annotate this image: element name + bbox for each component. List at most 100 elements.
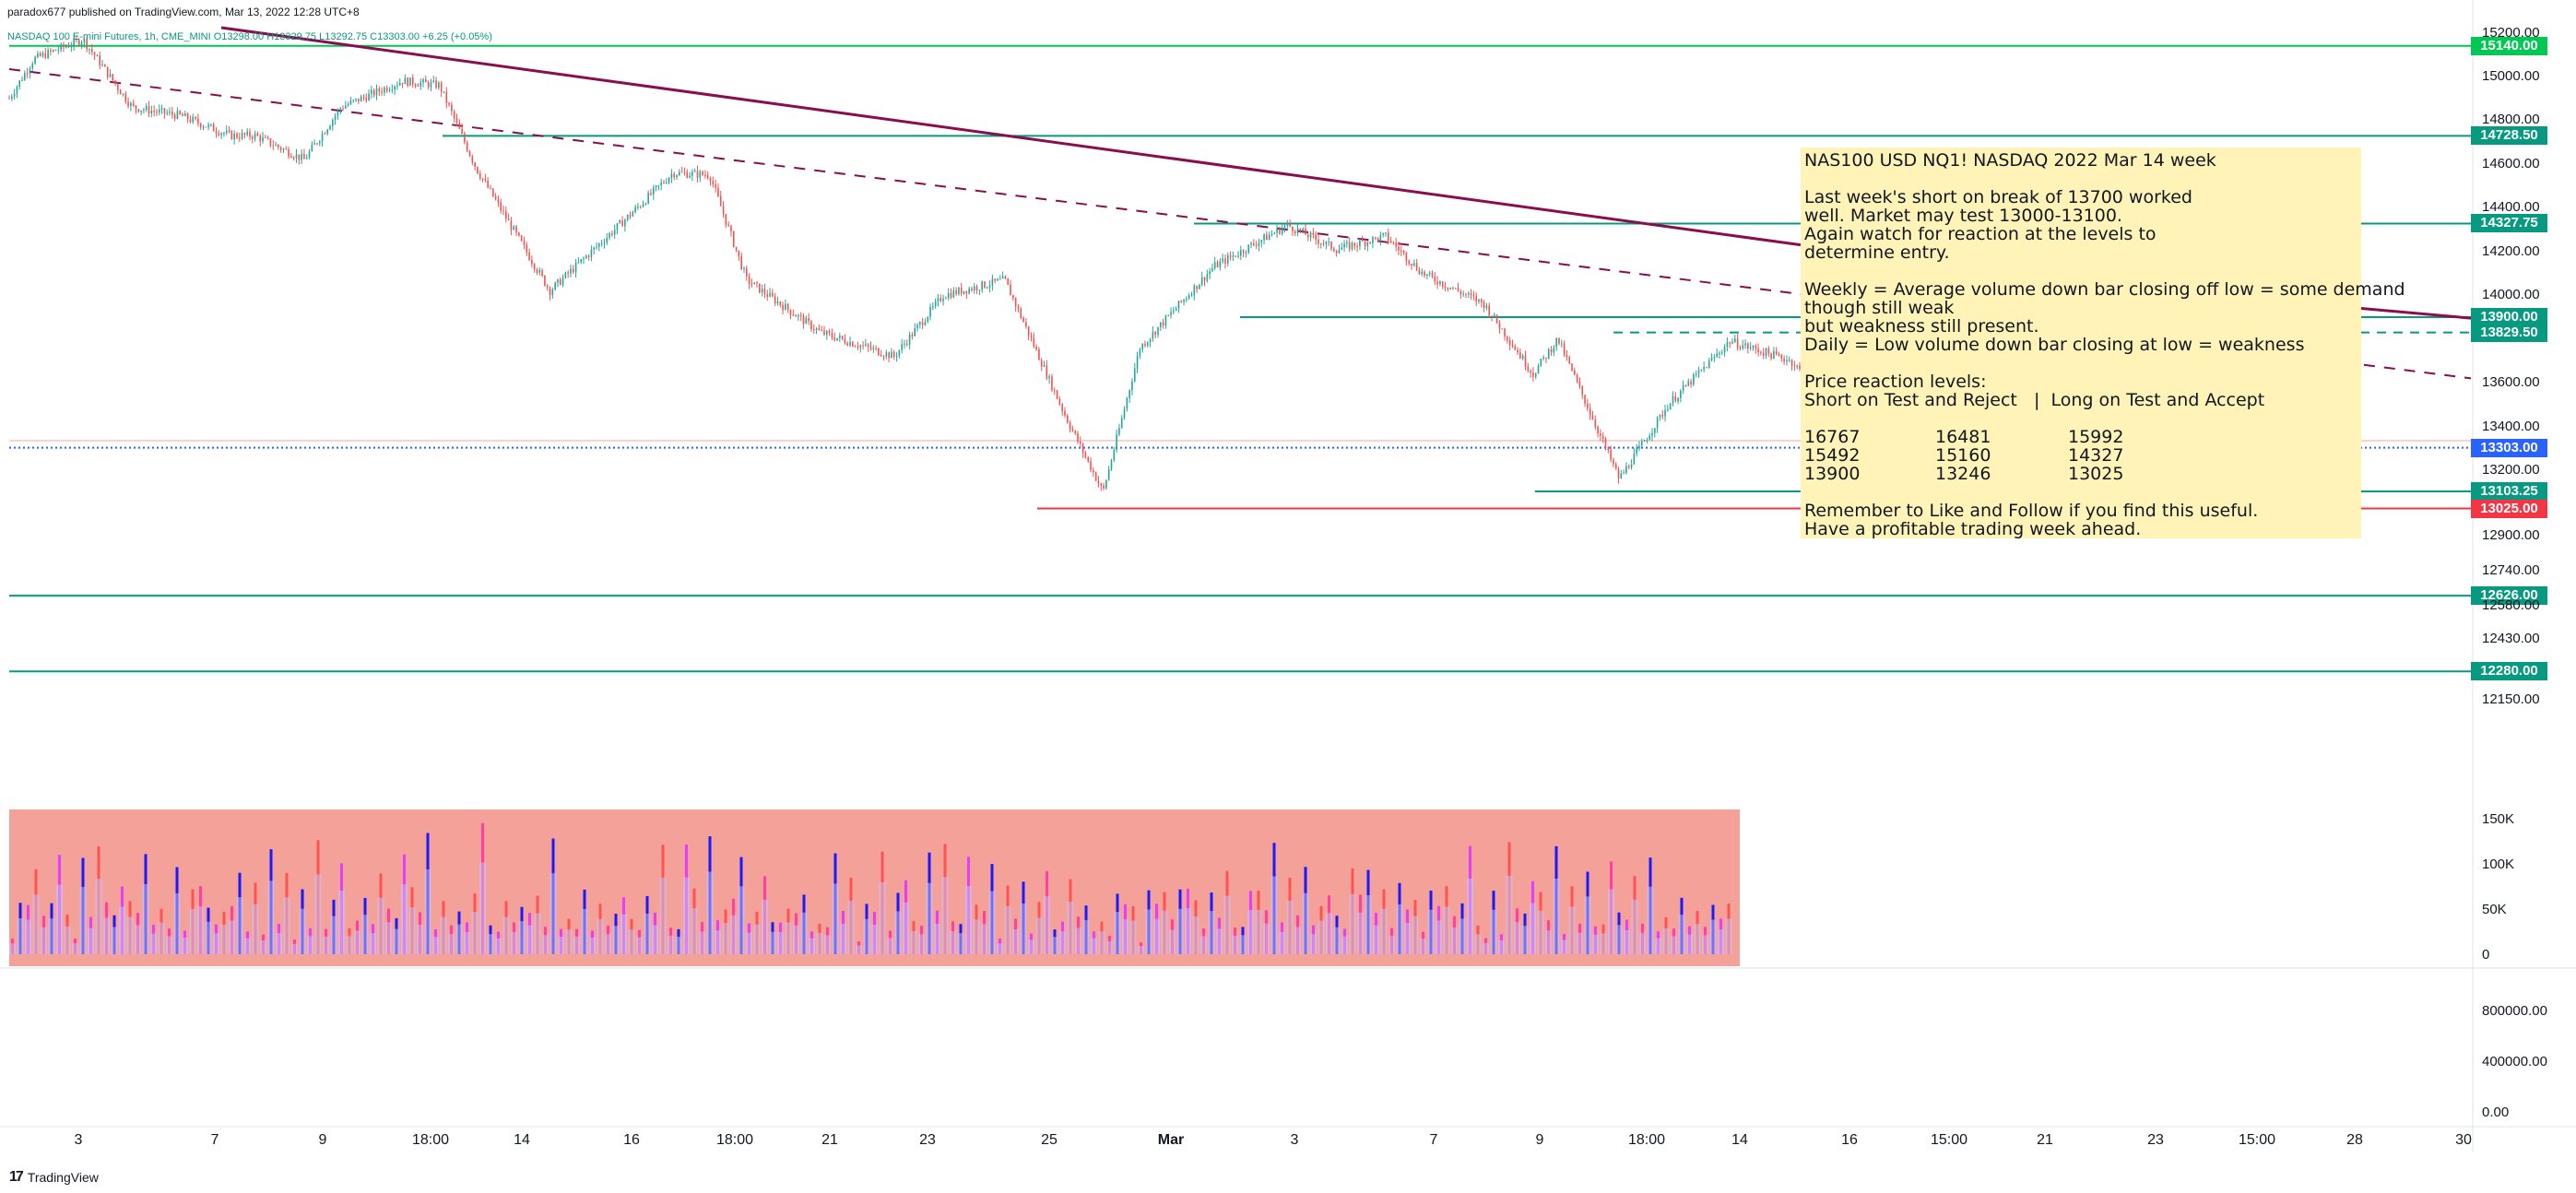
candle-body [611,233,613,235]
candle-body [1428,272,1431,275]
candle-body [1415,263,1418,270]
candle-body [735,246,738,251]
price-label[interactable]: 15140.00 [2471,36,2547,55]
candle-body [502,210,504,212]
candle-body [205,126,207,128]
candle-body [1589,408,1591,416]
candle-body [799,314,802,316]
candle-body [1128,390,1130,398]
price-label[interactable]: 13900.00 [2471,307,2547,326]
price-label[interactable]: 12280.00 [2471,662,2547,681]
candle-body [916,325,918,329]
candle-body [865,344,867,346]
candle-body [1237,255,1239,257]
volume-shade [361,915,369,954]
candle-body [1457,288,1459,291]
candle-body [1152,331,1154,339]
candle-body [921,322,924,325]
candle-body [360,96,362,102]
candle-body [1488,305,1491,316]
candle-body [404,77,407,85]
price-label[interactable]: 13829.50 [2471,323,2547,342]
candle-body [696,171,699,178]
candle-body [448,102,450,105]
price-label[interactable]: 13303.00 [2471,438,2547,457]
price-label[interactable]: 14327.75 [2471,214,2547,233]
x-tick-label: 21 [821,1132,838,1148]
candle-body [955,289,957,295]
candle-body [647,193,649,204]
candle-body [114,80,116,85]
candle-body [1799,365,1801,369]
candle-body [135,105,137,110]
candle-body [1454,288,1457,289]
volume-shade [1686,934,1693,954]
candle-body [119,89,122,95]
candle-body [1343,243,1345,248]
candle-body [624,219,626,227]
candle-body [1680,390,1682,398]
candle-body [484,179,487,181]
candle-body [715,183,716,188]
candle-body [1374,237,1377,239]
candle-body [1069,422,1071,430]
price-label[interactable]: 13025.00 [2471,499,2547,518]
volume-shade [809,938,815,954]
candle-body [479,173,481,179]
candle-body [905,343,908,345]
candle-body [468,150,471,157]
candle-body [1305,228,1306,235]
candle-body [1286,222,1289,227]
note-p1-line: well. Market may test 13000-13100. [1804,206,2122,226]
volume-shade [612,926,620,954]
y-tick-label: 13400.00 [2482,418,2540,434]
candle-body [1177,301,1180,309]
candle-body [251,136,254,139]
candle-body [986,287,988,289]
candle-body [849,341,851,346]
candle-body [1116,434,1117,451]
candle-body [132,103,135,106]
volume-shade [88,927,94,954]
candle-body [1359,240,1361,247]
candle-body [73,39,75,46]
price-label[interactable]: 12626.00 [2471,586,2547,606]
volume-shade [1247,910,1254,954]
candle-body [593,247,596,250]
candle-body [988,285,991,288]
candle-body [1424,271,1425,276]
price-label[interactable]: 13103.25 [2471,481,2547,501]
candle-body [725,214,727,225]
volume-shade [1608,889,1614,954]
candle-body [1617,468,1620,478]
candle-body [57,50,60,52]
volume-shade [1568,906,1576,954]
candle-body [236,133,238,138]
candle-body [288,149,290,157]
candle-body [256,133,259,136]
candle-body [712,181,715,184]
volume-shade [64,926,71,954]
y-tick-label: 13600.00 [2482,374,2540,391]
volume-shade [1286,900,1294,954]
volume-shade [1270,876,1278,954]
candle-body [186,113,189,120]
candle-body [337,110,339,116]
volume-shade [988,891,996,954]
candle-body [1110,460,1113,469]
price-label[interactable]: 14728.50 [2471,126,2547,146]
volume-shade [549,873,557,954]
volume-shade [668,935,674,954]
x-tick-label: 3 [1290,1132,1299,1148]
candle-body [39,53,41,56]
candle-body [1491,315,1493,317]
candle-body [574,262,577,273]
volume-shade [220,924,228,954]
analysis-note[interactable]: NAS100 USD NQ1! NASDAQ 2022 Mar 14 week … [1801,148,2405,538]
volume-shade [1647,886,1654,954]
candle-body [1007,278,1010,285]
volume-shade [260,940,266,954]
volume-shade [1498,939,1505,954]
candle-body [1312,232,1315,235]
